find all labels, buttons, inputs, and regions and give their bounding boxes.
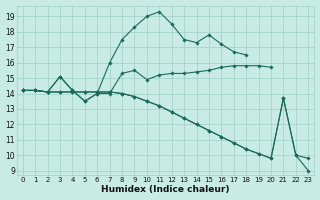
X-axis label: Humidex (Indice chaleur): Humidex (Indice chaleur): [101, 185, 230, 194]
